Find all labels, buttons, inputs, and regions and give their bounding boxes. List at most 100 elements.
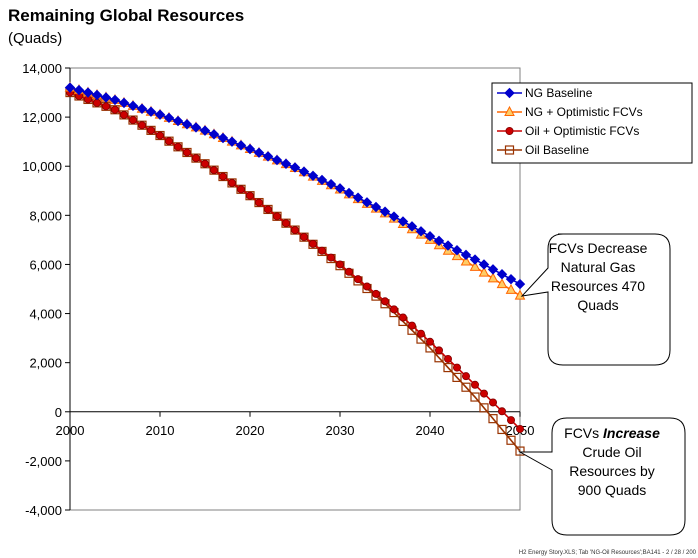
data-point [362, 282, 371, 291]
data-point [452, 363, 461, 372]
data-point [236, 184, 246, 194]
data-point [100, 92, 112, 103]
data-point [487, 272, 499, 283]
callout-oil-bubble [518, 417, 686, 536]
data-point [433, 235, 445, 247]
callout-oil-line-4: 900 Quads [577, 482, 647, 498]
data-point [470, 380, 479, 389]
data-point [191, 154, 200, 163]
data-point [226, 136, 238, 147]
data-point [352, 192, 364, 203]
y-tick-label: 10,000 [22, 159, 62, 174]
data-point [262, 151, 274, 162]
data-point [272, 212, 281, 221]
data-point [272, 211, 282, 221]
data-point [470, 392, 480, 402]
data-point [425, 337, 434, 346]
callout-oil-emphasis: Increase [603, 425, 660, 441]
chart-subtitle: (Quads) [8, 30, 63, 47]
data-point [451, 244, 463, 256]
data-point [244, 143, 256, 155]
data-point [118, 97, 130, 109]
data-point [406, 221, 418, 232]
data-point [181, 119, 193, 130]
data-point [263, 205, 272, 214]
data-point [119, 110, 129, 120]
data-point [505, 273, 517, 285]
legend-entry: NG + Optimistic FCVs [497, 105, 643, 119]
data-point [452, 372, 462, 382]
data-point [254, 197, 264, 208]
data-point [290, 226, 299, 235]
data-point [326, 253, 335, 262]
data-point [289, 162, 301, 173]
data-point [497, 424, 507, 435]
data-point [110, 105, 120, 115]
data-point [415, 226, 427, 237]
data-point [128, 116, 137, 125]
data-point [478, 266, 490, 277]
data-point [506, 416, 515, 425]
data-point [388, 211, 400, 222]
data-point [443, 362, 453, 373]
data-point [111, 105, 120, 114]
data-point [172, 115, 184, 127]
data-point [146, 125, 156, 135]
footer-source: H2 Energy Story.XLS; Tab 'NG-Oil Resourc… [518, 550, 696, 556]
data-point [155, 130, 165, 141]
data-point [235, 140, 247, 151]
y-tick-label: -2,000 [25, 454, 62, 469]
y-tick-label: -4,000 [25, 503, 62, 518]
data-point [370, 201, 382, 213]
legend-entry: Oil Baseline [497, 143, 589, 157]
callout-ng-line-4: Quads [577, 297, 619, 313]
data-point [208, 129, 220, 140]
data-point [317, 246, 326, 255]
data-point [334, 183, 346, 194]
data-point [91, 89, 103, 101]
data-point [102, 102, 111, 111]
y-tick-label: 0 [55, 405, 62, 420]
data-point [281, 219, 290, 228]
series-oil-baseline [65, 87, 525, 456]
data-point [380, 297, 389, 306]
data-point [353, 275, 362, 284]
y-tick-label: 14,000 [22, 61, 62, 76]
data-point [371, 289, 380, 298]
data-point [253, 147, 265, 158]
data-point [335, 260, 344, 269]
data-point [515, 446, 525, 456]
data-point [344, 267, 353, 276]
data-point [514, 278, 526, 290]
y-tick-label: 8,000 [29, 208, 62, 223]
legend-swatch-marker [504, 105, 515, 116]
data-point [137, 120, 147, 130]
data-point [209, 165, 219, 175]
callout-ng-decrease: FCVs Decrease Natural Gas Resources 470 … [538, 239, 658, 315]
legend-box [491, 82, 693, 164]
data-point [109, 94, 121, 106]
data-point [460, 249, 472, 261]
data-point [307, 170, 319, 182]
data-point [398, 313, 407, 322]
data-point [389, 305, 398, 314]
series-line [69, 91, 521, 452]
data-point [379, 206, 391, 217]
data-point [182, 148, 191, 157]
callout-shapes [518, 233, 686, 536]
data-point [164, 136, 174, 146]
x-tick-label: 2010 [146, 423, 175, 438]
data-point [280, 158, 292, 169]
data-point [290, 225, 300, 235]
data-point [227, 178, 237, 188]
data-point [245, 191, 254, 200]
data-point [506, 435, 516, 445]
data-point [120, 110, 129, 119]
data-point [505, 283, 517, 294]
callout-oil-increase: FCVs Increase Crude Oil Resources by 900… [552, 424, 672, 500]
legend-label: NG Baseline [525, 86, 593, 100]
data-point [443, 354, 452, 363]
x-tick-label: 2000 [56, 423, 85, 438]
data-point [73, 84, 85, 96]
series-oil-optimistic-fcvs [66, 88, 525, 433]
